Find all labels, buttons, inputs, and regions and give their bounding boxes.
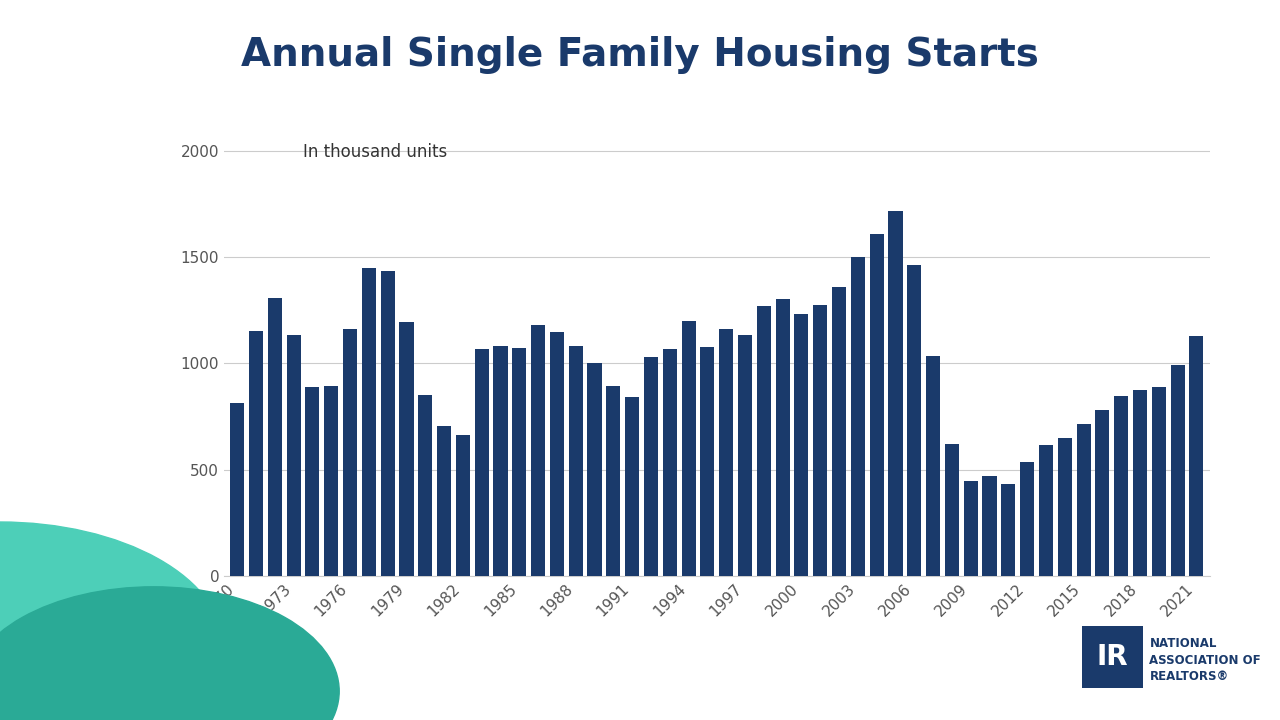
Bar [248, 331, 262, 576]
Text: In thousand units: In thousand units [303, 143, 447, 161]
Bar [644, 357, 658, 576]
Bar [945, 444, 959, 576]
Bar [399, 322, 413, 576]
Bar [719, 329, 733, 576]
Text: NATIONAL: NATIONAL [1149, 637, 1217, 650]
Bar [1096, 410, 1110, 576]
Bar [851, 257, 865, 576]
Bar [419, 395, 433, 576]
Bar [888, 211, 902, 576]
Bar [436, 426, 451, 576]
Bar [681, 321, 695, 576]
Bar [475, 349, 489, 576]
Bar [550, 333, 564, 576]
Bar [324, 387, 338, 576]
Bar [964, 482, 978, 576]
Bar [869, 234, 883, 576]
Bar [625, 397, 639, 576]
Text: REALTORS®: REALTORS® [1149, 670, 1229, 683]
Bar [795, 315, 809, 576]
Bar [983, 476, 997, 576]
Bar [607, 386, 621, 576]
Text: 1: 1 [15, 688, 24, 702]
Bar [908, 264, 922, 576]
Bar [287, 336, 301, 576]
Bar [1076, 424, 1091, 576]
Bar [568, 346, 582, 576]
Bar [739, 335, 753, 576]
Bar [1001, 485, 1015, 576]
Bar [925, 356, 940, 576]
Text: IR: IR [1097, 643, 1128, 671]
Bar [362, 268, 376, 576]
Bar [588, 363, 602, 576]
Bar [776, 300, 790, 576]
Bar [1133, 390, 1147, 576]
Bar [1020, 462, 1034, 576]
Bar [1171, 365, 1185, 576]
Bar [531, 325, 545, 576]
Bar [343, 329, 357, 576]
Bar [1189, 336, 1203, 576]
Bar [1039, 445, 1053, 576]
Bar [230, 403, 244, 576]
Text: Annual Single Family Housing Starts: Annual Single Family Housing Starts [241, 36, 1039, 74]
Text: ASSOCIATION OF: ASSOCIATION OF [1149, 654, 1261, 667]
Bar [700, 347, 714, 576]
Bar [756, 306, 771, 576]
Bar [380, 271, 394, 576]
Bar [813, 305, 827, 576]
Bar [832, 287, 846, 576]
Bar [663, 349, 677, 576]
Bar [1057, 438, 1071, 576]
Bar [306, 387, 320, 576]
Bar [268, 298, 282, 576]
Bar [512, 348, 526, 576]
Bar [1114, 395, 1128, 576]
Bar [1152, 387, 1166, 576]
Bar [494, 346, 508, 576]
Bar [456, 435, 470, 576]
